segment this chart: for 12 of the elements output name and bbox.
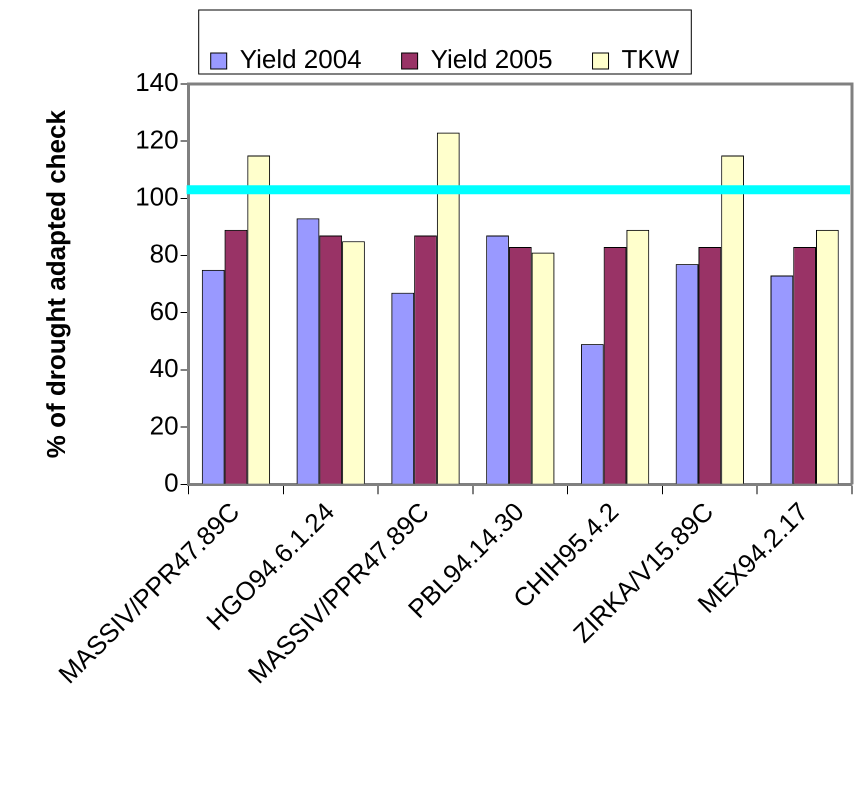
y-tick-label: 140 (135, 67, 179, 98)
legend-label: TKW (622, 44, 680, 74)
y-tick-label: 60 (150, 296, 179, 326)
y-tick-label: 120 (135, 124, 179, 154)
y-tick-label: 0 (164, 467, 179, 498)
y-tick-label: 20 (150, 410, 179, 440)
y-tick-label: 100 (135, 182, 179, 212)
y-tick-label: 80 (150, 238, 179, 269)
legend-label: Yield 2004 (240, 44, 362, 74)
legend-label: Yield 2005 (430, 44, 553, 74)
y-tick-label: 40 (150, 353, 179, 384)
y-axis-title: % of drought adapted check (40, 110, 71, 458)
